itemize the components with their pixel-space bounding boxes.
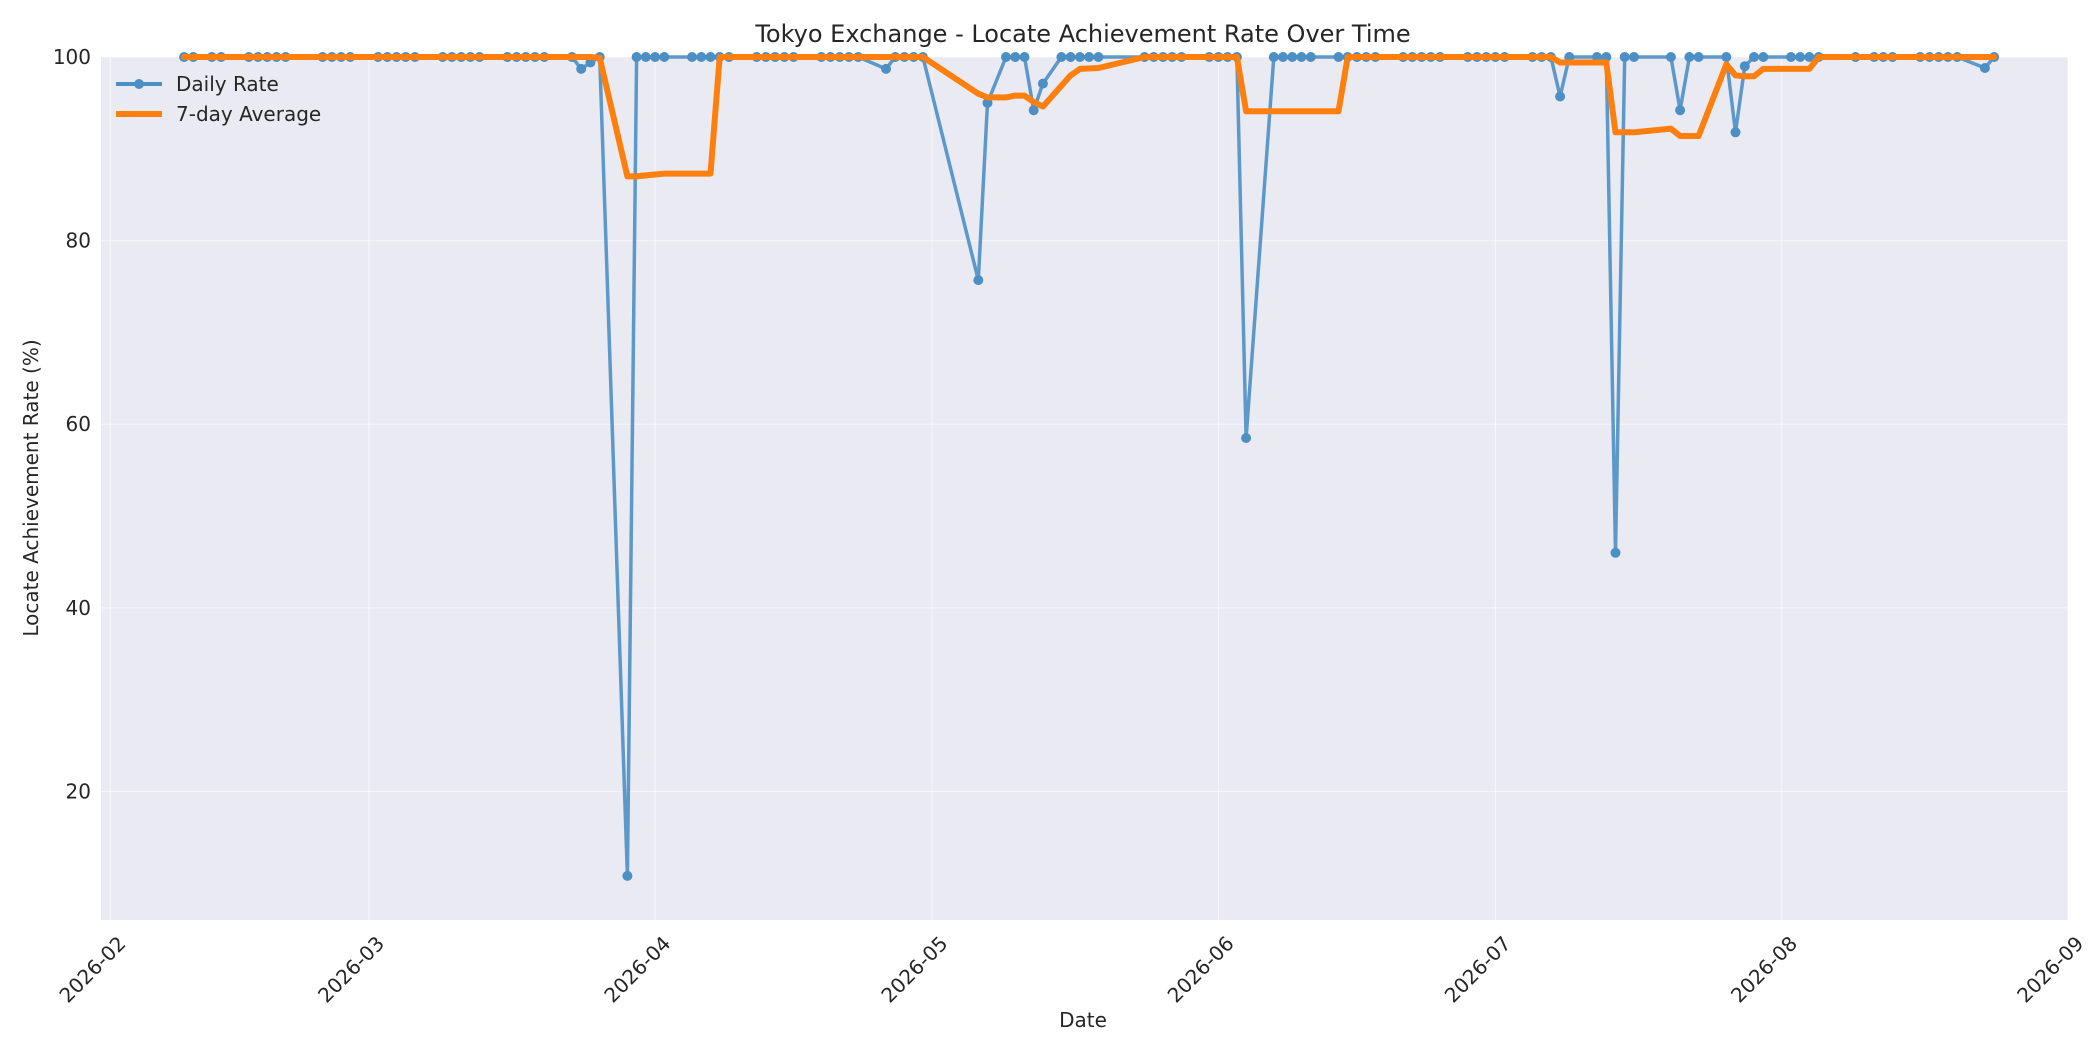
x-tick-label-2026-08: 2026-08 <box>1726 931 1802 1007</box>
data-point-daily-rate-113 <box>1721 52 1732 62</box>
x-tick-label-2026-06: 2026-06 <box>1163 931 1239 1007</box>
data-point-daily-rate-78 <box>1241 433 1252 443</box>
data-point-daily-rate-82 <box>1296 52 1307 62</box>
legend: Daily Rate 7-day Average <box>116 72 321 126</box>
data-point-daily-rate-52 <box>881 63 891 74</box>
series-layer <box>179 52 2000 881</box>
legend-label-daily-rate: Daily Rate <box>176 72 279 96</box>
data-point-daily-rate-37 <box>687 52 697 62</box>
data-point-daily-rate-106 <box>1610 547 1621 558</box>
data-point-daily-rate-29 <box>576 63 587 74</box>
data-point-daily-rate-110 <box>1675 105 1686 116</box>
legend-marker-daily-rate <box>134 79 144 89</box>
data-point-daily-rate-84 <box>1333 52 1344 62</box>
data-point-daily-rate-112 <box>1693 52 1704 62</box>
data-point-daily-rate-66 <box>1074 52 1085 62</box>
data-point-daily-rate-32 <box>622 870 633 881</box>
y-tick-label-100: 100 <box>53 45 91 69</box>
data-point-daily-rate-61 <box>1019 52 1030 62</box>
data-point-daily-rate-34 <box>640 52 651 62</box>
data-point-daily-rate-39 <box>705 52 716 62</box>
data-point-daily-rate-102 <box>1555 91 1566 102</box>
x-tick-label-2026-09: 2026-09 <box>2012 931 2088 1007</box>
data-point-daily-rate-67 <box>1084 52 1095 62</box>
data-point-daily-rate-120 <box>1804 52 1815 62</box>
data-point-daily-rate-116 <box>1749 52 1759 62</box>
data-point-daily-rate-111 <box>1684 52 1695 62</box>
x-axis-label: Date <box>1059 1008 1107 1032</box>
data-point-daily-rate-107 <box>1619 52 1630 62</box>
data-point-daily-rate-38 <box>696 52 707 62</box>
data-point-daily-rate-36 <box>659 52 670 62</box>
data-point-daily-rate-68 <box>1093 52 1104 62</box>
x-tick-label-2026-03: 2026-03 <box>313 931 389 1007</box>
data-point-daily-rate-62 <box>1028 105 1039 116</box>
x-tick-label-2026-07: 2026-07 <box>1440 931 1516 1007</box>
data-point-daily-rate-81 <box>1287 52 1298 62</box>
y-tick-label-20: 20 <box>66 779 91 803</box>
y-tick-label-60: 60 <box>66 412 91 436</box>
y-tick-label-80: 80 <box>66 229 91 253</box>
data-point-daily-rate-108 <box>1629 52 1639 62</box>
x-tick-label-2026-02: 2026-02 <box>54 931 130 1007</box>
data-point-daily-rate-79 <box>1268 52 1279 62</box>
legend-label-7-day-average: 7-day Average <box>176 102 321 126</box>
data-point-daily-rate-33 <box>631 52 642 62</box>
data-point-daily-rate-114 <box>1730 127 1741 138</box>
data-point-daily-rate-35 <box>650 52 661 62</box>
x-tick-label-2026-04: 2026-04 <box>599 931 675 1007</box>
data-point-daily-rate-83 <box>1305 52 1316 62</box>
x-tick-label-2026-05: 2026-05 <box>876 931 952 1007</box>
series-line-7-day-average <box>181 54 1998 180</box>
plot-area <box>101 57 2068 920</box>
y-tick-label-40: 40 <box>66 596 91 620</box>
data-point-daily-rate-80 <box>1278 52 1288 62</box>
data-point-daily-rate-118 <box>1786 52 1796 62</box>
data-point-daily-rate-65 <box>1065 52 1076 62</box>
data-point-daily-rate-64 <box>1056 52 1067 62</box>
data-point-daily-rate-117 <box>1758 52 1769 62</box>
data-point-daily-rate-119 <box>1795 52 1806 62</box>
y-axis-label: Locate Achievement Rate (%) <box>19 339 43 636</box>
data-point-daily-rate-60 <box>1010 52 1021 62</box>
data-point-daily-rate-109 <box>1665 52 1676 62</box>
data-point-daily-rate-59 <box>1001 52 1011 62</box>
data-point-daily-rate-63 <box>1037 78 1048 89</box>
chart-title: Tokyo Exchange - Locate Achievement Rate… <box>754 20 1410 48</box>
data-point-daily-rate-57 <box>973 275 984 286</box>
data-point-daily-rate-131 <box>1979 63 1990 73</box>
data-point-daily-rate-115 <box>1739 61 1750 72</box>
